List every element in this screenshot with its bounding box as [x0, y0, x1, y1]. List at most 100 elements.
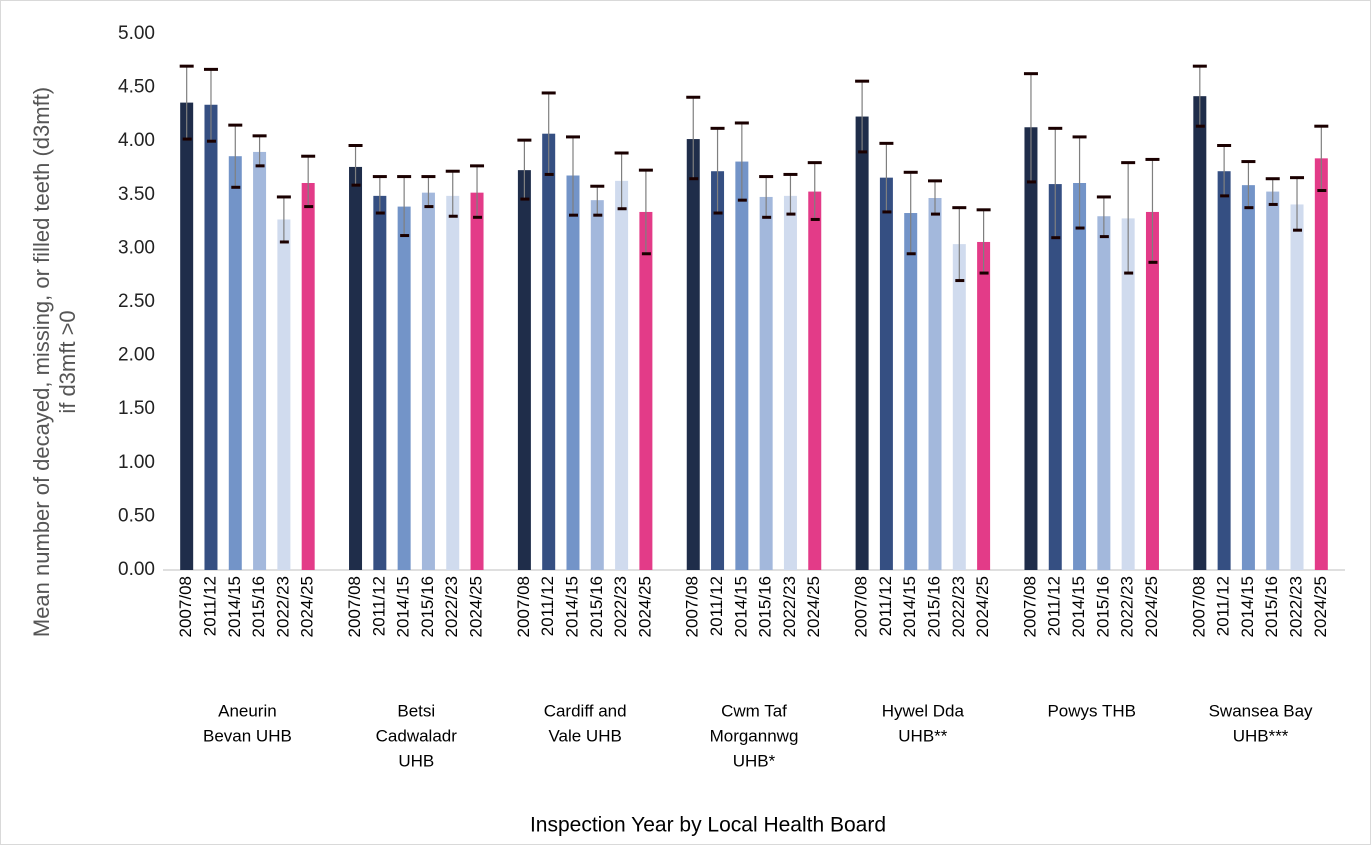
x-tick-label: 2015/16 [587, 576, 606, 637]
x-tick-label: 2015/16 [1093, 576, 1112, 637]
x-tick-label: 2014/15 [731, 576, 750, 637]
error-bar [734, 121, 749, 202]
error-bar [517, 138, 532, 201]
error-bar [928, 179, 943, 216]
bar [1048, 184, 1062, 570]
error-bar [1290, 176, 1305, 232]
error-bar [1048, 126, 1063, 240]
x-tick-label: 2015/16 [418, 576, 437, 637]
bar [879, 177, 893, 570]
x-tick-label: 2007/08 [345, 576, 364, 637]
x-tick-label: 2014/15 [562, 576, 581, 637]
bar [855, 116, 869, 570]
category-label: Cardiff and [544, 701, 627, 720]
category-label: Cwm Taf [721, 701, 787, 720]
x-tick-label: 2011/12 [369, 576, 388, 636]
x-tick-label: 2007/08 [1189, 576, 1208, 637]
bar [808, 191, 822, 571]
x-tick-label: 2015/16 [1262, 576, 1281, 637]
error-bar [976, 208, 991, 275]
error-bar [421, 175, 436, 209]
bar [277, 219, 291, 570]
category-label: UHB* [733, 751, 776, 770]
x-tick-label: 2011/12 [538, 576, 557, 636]
error-bar [348, 143, 363, 187]
error-bar [1096, 195, 1111, 239]
x-tick-label: 2007/08 [1020, 576, 1039, 637]
y-tick-label: 1.00 [118, 452, 155, 473]
x-tick-label: 2011/12 [876, 576, 895, 636]
y-axis-title-line: if d3mft >0 [55, 310, 80, 413]
bar [1290, 204, 1304, 570]
x-tick-label: 2022/23 [1118, 576, 1137, 637]
bar [1073, 183, 1087, 570]
x-tick-label: 2007/08 [852, 576, 871, 637]
bar [590, 200, 604, 570]
category-label: UHB** [898, 726, 948, 745]
y-tick-label: 1.50 [118, 398, 155, 419]
x-tick-label: 2011/12 [707, 576, 726, 636]
category-label: UHB [398, 751, 434, 770]
error-bar [203, 67, 218, 143]
error-bar [445, 169, 460, 218]
y-tick-label: 5.00 [118, 23, 155, 44]
bar [349, 166, 363, 571]
error-bar [686, 95, 701, 181]
category-label: Morgannwg [710, 726, 799, 745]
bar [253, 151, 267, 571]
category-label: Vale UHB [548, 726, 621, 745]
error-bar [301, 154, 316, 209]
error-bar [710, 126, 725, 215]
error-bar [372, 175, 387, 215]
error-bar [252, 134, 267, 168]
y-axis-title-line: Mean number of decayed, missing, or fill… [29, 87, 54, 637]
x-tick-label: 2024/25 [1311, 576, 1330, 637]
bar [228, 156, 242, 570]
x-tick-label: 2022/23 [442, 576, 461, 637]
error-bar [1023, 72, 1038, 184]
error-bar [952, 206, 967, 283]
x-tick-label: 2022/23 [611, 576, 630, 637]
error-bar [397, 175, 412, 238]
category-label: Cadwaladr [376, 726, 458, 745]
category-label: Aneurin [218, 701, 277, 720]
x-tick-label: 2022/23 [780, 576, 799, 637]
x-tick-label: 2014/15 [394, 576, 413, 637]
error-bar [1072, 135, 1087, 230]
x-tick-label: 2007/08 [683, 576, 702, 637]
error-bar [614, 151, 629, 211]
bar [1121, 218, 1135, 570]
error-bar [855, 79, 870, 154]
error-bar [759, 175, 774, 219]
error-bar [1265, 177, 1280, 206]
y-tick-label: 2.00 [118, 345, 155, 366]
error-bar [807, 161, 822, 221]
error-bar [179, 64, 194, 141]
bar [904, 213, 918, 571]
x-tick-label: 2022/23 [1287, 576, 1306, 637]
category-label: Betsi [397, 701, 435, 720]
error-bar [903, 170, 918, 256]
y-tick-label: 3.00 [118, 237, 155, 258]
x-tick-label: 2015/16 [924, 576, 943, 637]
bar [204, 104, 218, 570]
x-axis-title: Inspection Year by Local Health Board [530, 814, 886, 837]
bar [977, 241, 991, 570]
error-bar [783, 172, 798, 216]
x-tick-label: 2024/25 [804, 576, 823, 637]
error-bar [1192, 64, 1207, 128]
bar [1024, 127, 1038, 570]
x-tick-label: 2015/16 [756, 576, 775, 637]
bar [952, 244, 966, 570]
y-tick-label: 4.00 [118, 130, 155, 151]
bar [397, 206, 411, 571]
bar [639, 211, 653, 570]
bar [615, 180, 629, 570]
error-bar [638, 168, 653, 256]
x-tick-label: 2011/12 [200, 576, 219, 636]
bar [783, 195, 797, 570]
category-label: Powys THB [1047, 701, 1136, 720]
bar [373, 195, 387, 570]
bar [735, 161, 749, 570]
error-bar [1121, 161, 1136, 275]
